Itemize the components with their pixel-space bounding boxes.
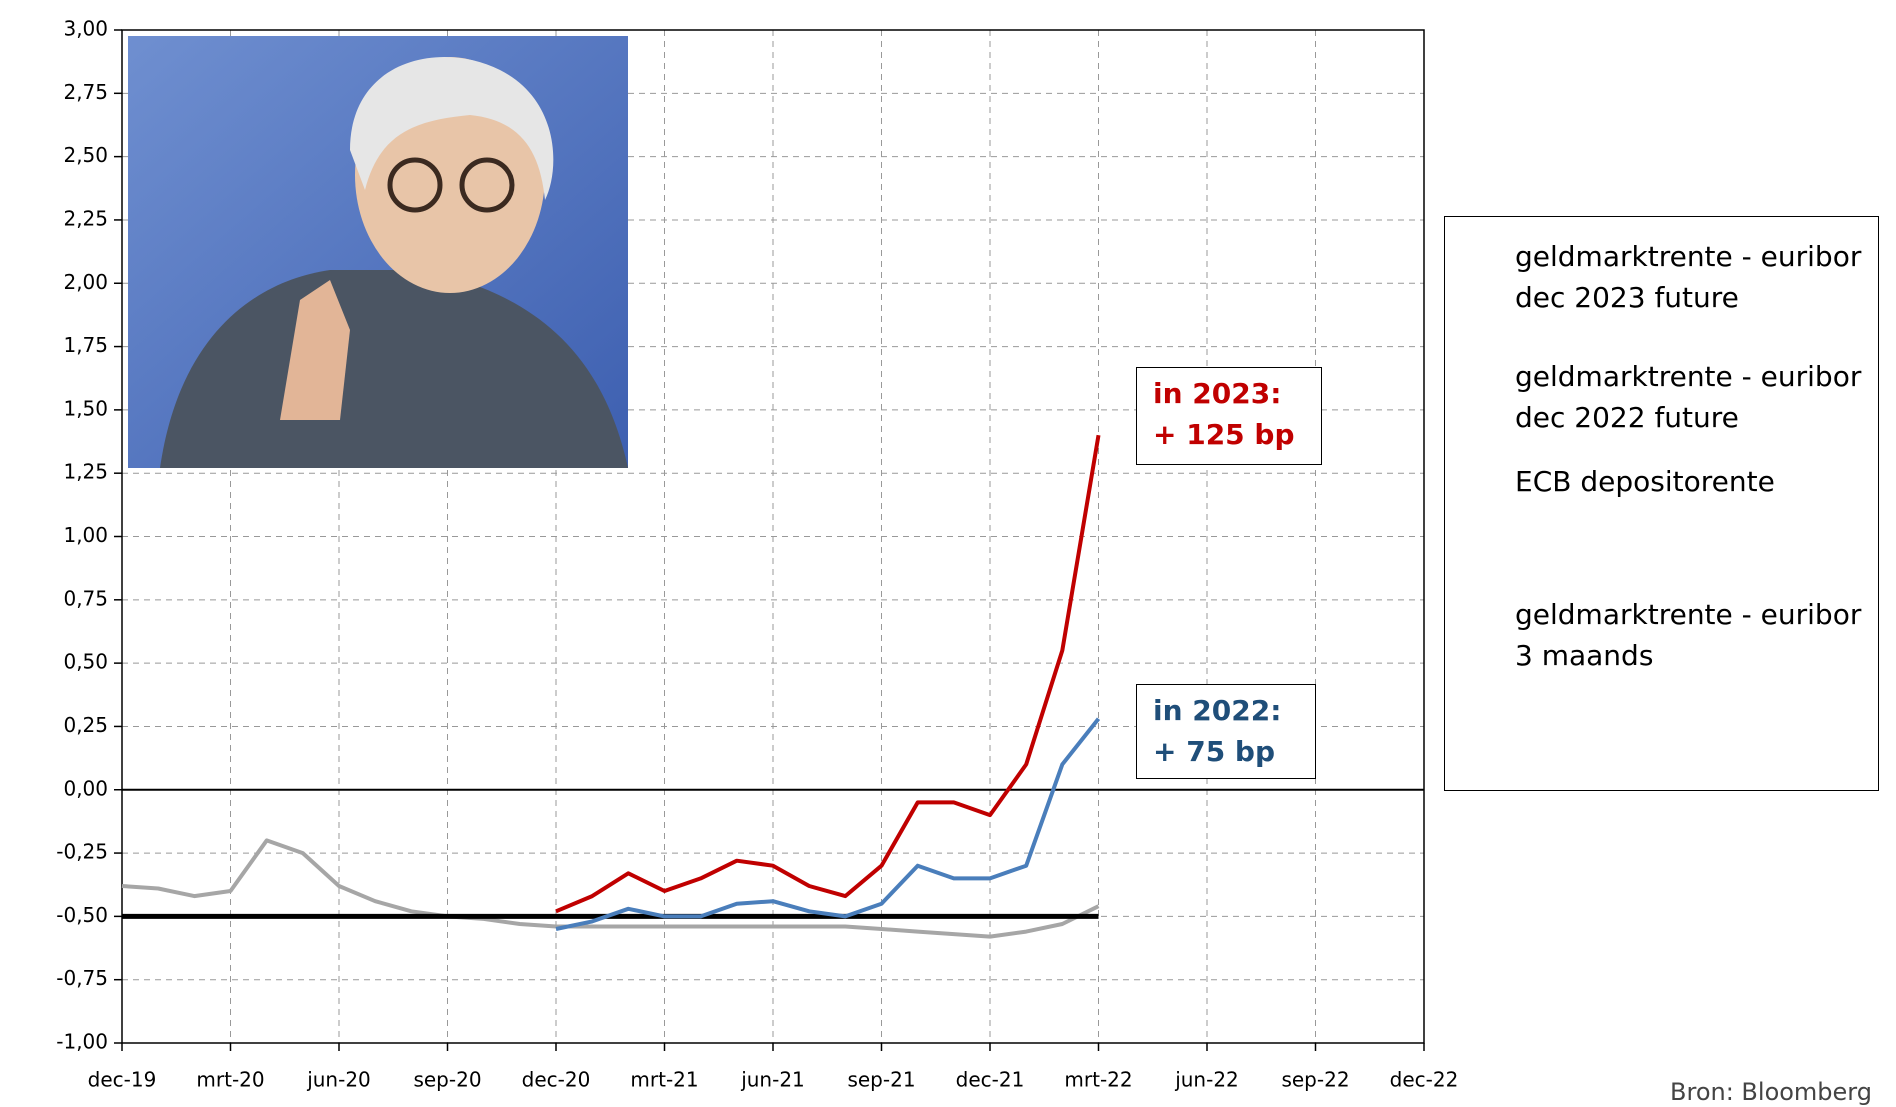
y-tick-label: 0,50	[63, 650, 108, 674]
plot-frame	[121, 29, 1425, 1044]
x-tick-label: mrt-21	[630, 1068, 698, 1092]
legend: geldmarktrente - euribor dec 2023 future…	[1444, 216, 1879, 791]
annotation-line: + 125 bp	[1153, 417, 1295, 451]
y-tick-label: -0,75	[56, 966, 108, 990]
y-tick-label: 2,00	[63, 270, 108, 294]
x-tick-label: mrt-20	[196, 1068, 264, 1092]
series-line	[555, 434, 1101, 914]
y-tick-label: 2,75	[63, 80, 108, 104]
x-tick-label: dec-21	[956, 1068, 1025, 1092]
annotation: in 2023: + 125 bp	[1136, 367, 1322, 465]
x-tick-label: sep-21	[847, 1068, 915, 1092]
y-tick-label: 1,50	[63, 396, 108, 420]
photo	[128, 36, 628, 468]
y-tick-label: 1,75	[63, 333, 108, 357]
y-tick-label: 3,00	[63, 17, 108, 41]
legend-label: geldmarktrente - euribor 3 maands	[1515, 598, 1862, 672]
x-tick-label: sep-20	[413, 1068, 481, 1092]
legend-item: geldmarktrente - euribor dec 2023 future	[1457, 237, 1872, 318]
annotation-line: in 2022:	[1153, 694, 1282, 727]
legend-item: geldmarktrente - euribor 3 maands	[1457, 595, 1872, 676]
y-tick-label: -1,00	[56, 1030, 108, 1054]
series-line	[555, 717, 1101, 931]
x-tick-label: mrt-22	[1064, 1068, 1132, 1092]
legend-item: ECB depositorente	[1457, 462, 1872, 503]
legend-label: geldmarktrente - euribor dec 2022 future	[1515, 360, 1862, 434]
x-tick-label: sep-22	[1281, 1068, 1349, 1092]
y-tick-label: 1,00	[63, 523, 108, 547]
y-tick-label: -0,25	[56, 840, 108, 864]
x-tick-label: dec-19	[88, 1068, 157, 1092]
y-tick-label: 0,25	[63, 713, 108, 737]
y-tick-label: 2,50	[63, 143, 108, 167]
y-tick-label: 0,75	[63, 586, 108, 610]
x-tick-label: dec-20	[522, 1068, 591, 1092]
y-tick-label: 1,25	[63, 460, 108, 484]
annotation-line: in 2023:	[1153, 377, 1282, 410]
source: Bron: Bloomberg	[1670, 1078, 1872, 1106]
legend-item: geldmarktrente - euribor dec 2022 future	[1457, 357, 1872, 438]
x-tick-label: jun-21	[740, 1068, 805, 1092]
series-line	[121, 838, 1100, 939]
y-tick-label: 0,00	[63, 776, 108, 800]
annotation: in 2022: + 75 bp	[1136, 684, 1316, 779]
y-tick-label: -0,50	[56, 903, 108, 927]
legend-label: ECB depositorente	[1515, 465, 1775, 498]
y-tick-label: 2,25	[63, 206, 108, 230]
legend-label: geldmarktrente - euribor dec 2023 future	[1515, 240, 1862, 314]
x-tick-label: jun-22	[1174, 1068, 1239, 1092]
x-tick-label: jun-20	[306, 1068, 371, 1092]
annotation-line: + 75 bp	[1153, 734, 1276, 768]
x-tick-label: dec-22	[1390, 1068, 1459, 1092]
